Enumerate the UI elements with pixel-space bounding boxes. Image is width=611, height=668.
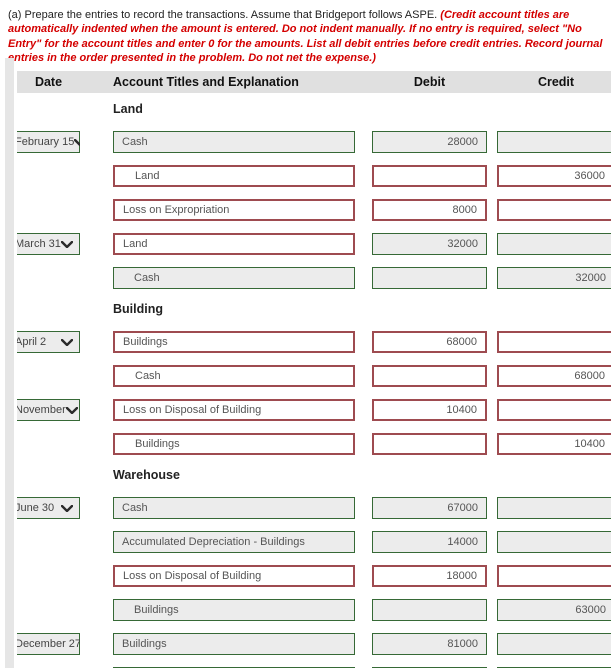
credit-input[interactable] [497,433,611,456]
date-select[interactable]: March 31 [17,232,80,256]
account-input[interactable] [113,365,355,388]
debit-input[interactable] [372,131,487,154]
date-select-value: November [17,404,66,417]
date-select-value: April 2 [17,336,47,349]
date-select-value: June 30 [17,502,55,515]
debit-input[interactable] [372,165,487,188]
account-input[interactable] [113,165,355,188]
debit-input[interactable] [372,497,487,520]
journal-row [0,433,611,456]
date-select-value: December 27 [17,638,80,651]
account-input[interactable] [113,599,355,622]
account-input[interactable] [113,199,355,222]
date-select[interactable]: June 30 [17,496,80,520]
debit-input[interactable] [372,365,487,388]
journal-row [0,565,611,588]
credit-input[interactable] [497,399,611,422]
date-spacer [17,433,80,455]
debit-input[interactable] [372,433,487,456]
credit-input[interactable] [497,565,611,588]
section-label-warehouse: Warehouse [113,468,180,483]
account-input[interactable] [113,531,355,554]
date-spacer [17,267,80,289]
journal-row: February 15 [0,130,611,154]
credit-input[interactable] [497,497,611,520]
credit-input[interactable] [497,633,611,656]
debit-input[interactable] [372,633,487,656]
date-select-value: March 31 [17,238,61,251]
chevron-down-icon [61,504,73,512]
debit-input[interactable] [372,331,487,354]
credit-input[interactable] [497,599,611,622]
journal-row: March 31 [0,232,611,256]
credit-input[interactable] [497,365,611,388]
journal-row: December 27 [0,632,611,656]
journal-row [0,165,611,188]
instructions-intro: (a) Prepare the entries to record the tr… [8,9,441,21]
date-spacer [17,531,80,553]
date-spacer [17,365,80,387]
date-select[interactable]: November [17,398,80,422]
left-edge-strip [5,58,14,668]
section-label-building: Building [113,302,163,317]
instructions-text: (a) Prepare the entries to record the tr… [8,8,605,65]
journal-row: November [0,398,611,422]
chevron-down-icon [61,338,73,346]
account-input[interactable] [113,331,355,354]
journal-row [0,267,611,290]
chevron-down-icon [61,240,73,248]
account-input[interactable] [113,565,355,588]
credit-input[interactable] [497,131,611,154]
debit-input[interactable] [372,233,487,256]
debit-input[interactable] [372,565,487,588]
chevron-down-icon [74,138,80,146]
account-input[interactable] [113,267,355,290]
journal-row [0,365,611,388]
table-header-account: Account Titles and Explanation [113,75,299,90]
account-input[interactable] [113,497,355,520]
credit-input[interactable] [497,331,611,354]
account-input[interactable] [113,399,355,422]
journal-row [0,531,611,554]
credit-input[interactable] [497,531,611,554]
date-spacer [17,165,80,187]
debit-input[interactable] [372,399,487,422]
credit-input[interactable] [497,199,611,222]
date-spacer [17,599,80,621]
journal-row [0,599,611,622]
debit-input[interactable] [372,599,487,622]
date-spacer [17,565,80,587]
date-select[interactable]: February 15 [17,130,80,154]
account-input[interactable] [113,233,355,256]
date-select[interactable]: December 27 [17,632,80,656]
journal-row [0,199,611,222]
debit-input[interactable] [372,267,487,290]
table-header-debit: Debit [413,75,446,90]
table-header: Date Account Titles and Explanation Debi… [17,71,611,94]
instructions-red-note: (Credit account titles are automatically… [8,9,603,64]
journal-row: June 30 [0,496,611,520]
date-select[interactable]: April 2 [17,330,80,354]
debit-input[interactable] [372,199,487,222]
credit-input[interactable] [497,233,611,256]
chevron-down-icon [65,406,78,414]
date-select-value: February 15 [17,136,75,149]
credit-input[interactable] [497,165,611,188]
section-label-land: Land [113,102,143,117]
date-spacer [17,199,80,221]
table-header-credit: Credit [537,75,575,90]
debit-input[interactable] [372,531,487,554]
account-input[interactable] [113,131,355,154]
account-input[interactable] [113,633,355,656]
journal-row: April 2 [0,330,611,354]
account-input[interactable] [113,433,355,456]
table-header-date: Date [34,75,63,90]
credit-input[interactable] [497,267,611,290]
